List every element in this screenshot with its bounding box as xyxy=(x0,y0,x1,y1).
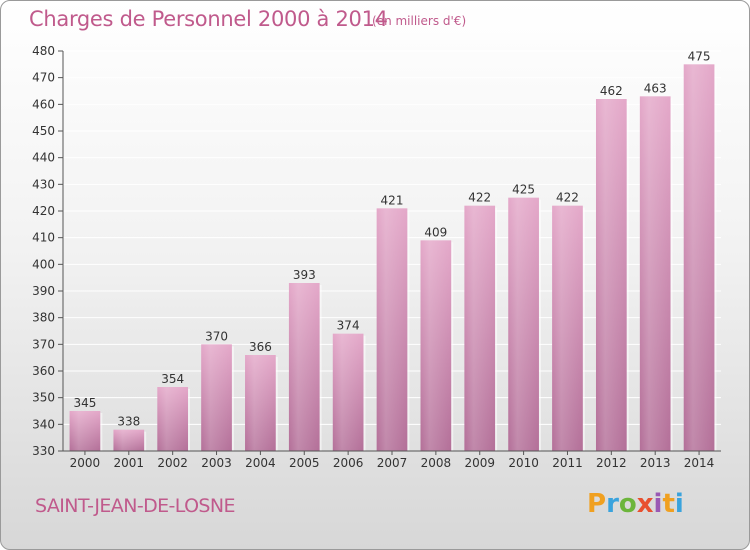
x-tick-label: 2010 xyxy=(508,456,539,470)
y-tick-label: 440 xyxy=(32,151,55,165)
bar-highlight xyxy=(288,283,320,451)
bar-value-label: 345 xyxy=(73,396,96,410)
chart-title: Charges de Personnel 2000 à 2014 xyxy=(29,7,388,31)
x-tick-label: 2005 xyxy=(289,456,320,470)
y-tick-label: 330 xyxy=(32,444,55,458)
x-tick-label: 2008 xyxy=(421,456,452,470)
chart-unit-note: (en milliers d'€) xyxy=(372,14,467,28)
bar-highlight xyxy=(201,344,232,451)
y-tick-label: 390 xyxy=(32,284,55,298)
logo-letter: i xyxy=(653,489,663,519)
y-tick-label: 410 xyxy=(32,231,55,245)
x-tick-label: 2001 xyxy=(114,456,145,470)
logo-letter: i xyxy=(674,489,684,519)
proxiti-logo: Proxiti xyxy=(587,489,684,519)
y-tick-label: 460 xyxy=(32,97,55,111)
y-tick-label: 360 xyxy=(32,364,55,378)
bar-highlight xyxy=(332,333,364,451)
bar-highlight xyxy=(552,205,583,451)
bar-value-label: 463 xyxy=(644,81,667,95)
logo-letter: t xyxy=(662,489,675,519)
bar-highlight xyxy=(69,411,101,451)
x-tick-label: 2009 xyxy=(464,456,495,470)
bar-value-label: 366 xyxy=(249,340,272,354)
x-tick-label: 2007 xyxy=(377,456,408,470)
x-tick-label: 2012 xyxy=(596,456,627,470)
bar-value-label: 475 xyxy=(688,49,711,63)
y-tick-label: 380 xyxy=(32,311,55,325)
x-tick-label: 2004 xyxy=(245,456,276,470)
y-tick-label: 480 xyxy=(32,44,55,58)
bar-highlight xyxy=(595,99,627,451)
bar-highlight xyxy=(376,208,408,451)
bar-value-label: 354 xyxy=(161,372,184,386)
logo-letter: r xyxy=(606,489,619,519)
bar-value-label: 393 xyxy=(293,268,316,282)
logo-letter: o xyxy=(618,489,637,519)
bar-highlight xyxy=(420,240,452,451)
logo-letter: x xyxy=(636,489,654,519)
x-tick-label: 2003 xyxy=(201,456,232,470)
y-tick-label: 400 xyxy=(32,257,55,271)
x-tick-label: 2000 xyxy=(70,456,101,470)
y-tick-label: 430 xyxy=(32,177,55,191)
y-tick-label: 370 xyxy=(32,337,55,351)
y-tick-label: 450 xyxy=(32,124,55,138)
x-tick-label: 2002 xyxy=(157,456,188,470)
bar-highlight xyxy=(639,96,671,451)
x-tick-label: 2013 xyxy=(640,456,671,470)
bar-value-label: 422 xyxy=(556,191,579,205)
bar-value-label: 421 xyxy=(381,193,404,207)
bar-highlight xyxy=(464,205,496,451)
bar-highlight xyxy=(245,355,276,451)
bar-value-label: 338 xyxy=(117,415,140,429)
y-tick-label: 470 xyxy=(32,71,55,85)
y-tick-label: 340 xyxy=(32,417,55,431)
bar-value-label: 409 xyxy=(424,225,447,239)
y-tick-label: 420 xyxy=(32,204,55,218)
bar-highlight xyxy=(508,197,539,451)
bar-value-label: 425 xyxy=(512,183,535,197)
bar-highlight xyxy=(157,387,189,451)
bar-value-label: 374 xyxy=(337,319,360,333)
logo-letter: P xyxy=(587,489,607,519)
bar-value-label: 462 xyxy=(600,84,623,98)
bar-highlight xyxy=(683,64,715,452)
x-tick-label: 2014 xyxy=(684,456,715,470)
bar-value-label: 370 xyxy=(205,329,228,343)
bar-highlight xyxy=(113,429,145,451)
x-tick-label: 2006 xyxy=(333,456,364,470)
place-name: SAINT-JEAN-DE-LOSNE xyxy=(35,495,236,517)
y-tick-label: 350 xyxy=(32,391,55,405)
bar-value-label: 422 xyxy=(468,191,491,205)
x-tick-label: 2011 xyxy=(552,456,583,470)
